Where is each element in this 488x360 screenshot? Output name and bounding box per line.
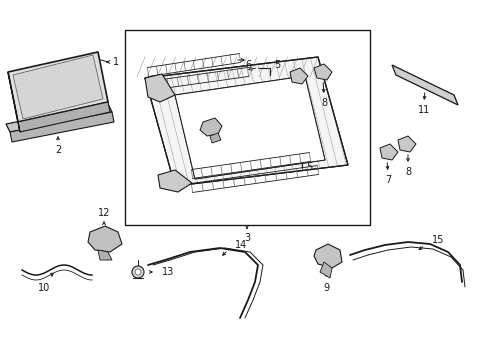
Text: 1: 1 <box>113 57 119 67</box>
Text: 10: 10 <box>38 283 50 293</box>
Polygon shape <box>289 68 307 84</box>
Text: 8: 8 <box>404 167 410 177</box>
Text: 11: 11 <box>417 105 429 115</box>
Polygon shape <box>13 55 103 119</box>
Polygon shape <box>6 104 112 132</box>
Polygon shape <box>175 76 325 179</box>
Polygon shape <box>200 118 222 136</box>
Polygon shape <box>158 170 192 192</box>
Text: 7: 7 <box>384 175 390 185</box>
Text: 4: 4 <box>247 123 254 133</box>
Polygon shape <box>145 57 347 186</box>
Text: 9: 9 <box>322 283 328 293</box>
Polygon shape <box>8 72 20 132</box>
Polygon shape <box>391 65 457 105</box>
Text: 8: 8 <box>320 98 326 108</box>
Polygon shape <box>8 52 108 122</box>
Polygon shape <box>145 74 175 102</box>
Text: 14: 14 <box>235 240 247 250</box>
Polygon shape <box>397 136 415 152</box>
Polygon shape <box>209 133 221 143</box>
Text: 12: 12 <box>98 208 110 218</box>
Polygon shape <box>10 112 114 142</box>
Polygon shape <box>88 226 122 252</box>
Polygon shape <box>98 250 112 260</box>
Polygon shape <box>379 144 397 160</box>
Text: 3: 3 <box>244 233 249 243</box>
Polygon shape <box>313 244 341 268</box>
Polygon shape <box>18 102 110 132</box>
Polygon shape <box>319 262 331 278</box>
Circle shape <box>132 266 143 278</box>
Polygon shape <box>175 76 325 179</box>
Text: 13: 13 <box>162 267 174 277</box>
Text: 2: 2 <box>55 145 61 155</box>
Text: 15: 15 <box>431 235 444 245</box>
Text: 6: 6 <box>245 60 251 70</box>
Bar <box>125 30 369 225</box>
Circle shape <box>135 269 141 275</box>
Polygon shape <box>313 64 331 80</box>
Text: 5: 5 <box>305 162 312 172</box>
Text: 6: 6 <box>277 155 284 165</box>
Text: 5: 5 <box>273 60 280 70</box>
Text: 7: 7 <box>292 98 299 108</box>
